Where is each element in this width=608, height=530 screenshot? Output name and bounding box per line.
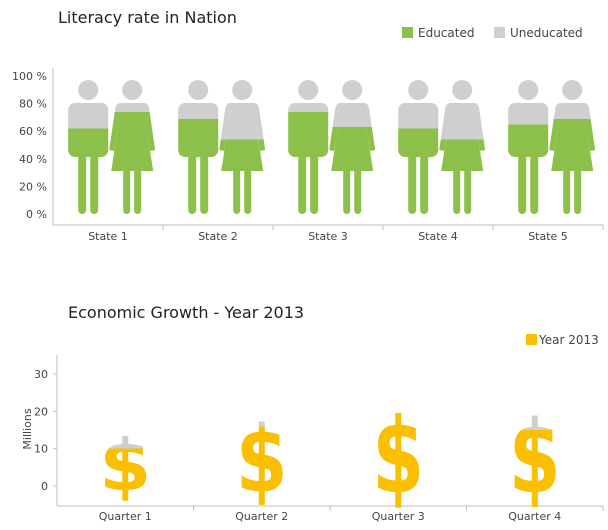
x-axis: State 1 State 2 State 3 State 4 State 5 [88, 225, 604, 243]
x-tick-label: State 2 [198, 230, 238, 243]
legend-label-educated: Educated [418, 26, 474, 40]
chart-title: Economic Growth - Year 2013 [68, 303, 304, 322]
y-tick-label: 10 [34, 443, 48, 456]
y-tick-label: 30 [34, 368, 48, 381]
male-figure [508, 80, 549, 214]
x-axis: Quarter 1 Quarter 2 Quarter 3 Quarter 4 [99, 506, 604, 523]
x-tick-label: State 4 [418, 230, 458, 243]
legend-swatch-year-2013 [526, 334, 537, 345]
dollar-icon: $ [509, 399, 561, 516]
x-tick-label: State 1 [88, 230, 128, 243]
male-figure [398, 80, 439, 214]
economic-growth-chart: Economic Growth - Year 2013 Year 2013 Mi… [21, 303, 604, 523]
legend-label-year-2013: Year 2013 [538, 333, 599, 347]
legend-swatch-uneducated [494, 27, 505, 38]
y-tick-label: 20 % [19, 180, 47, 193]
x-tick-label: State 5 [528, 230, 568, 243]
chart-title: Literacy rate in Nation [58, 8, 237, 27]
plot-area [68, 80, 596, 214]
male-figure [178, 80, 219, 214]
x-tick-label: State 3 [308, 230, 348, 243]
female-figure [219, 80, 266, 214]
literacy-chart: Literacy rate in Nation Educated Uneduca… [12, 8, 604, 243]
y-tick-label: 40 % [19, 153, 47, 166]
y-axis-label: Millions [21, 408, 34, 449]
y-tick-label: 20 [34, 405, 48, 418]
female-figure [439, 80, 486, 214]
x-tick-label: Quarter 3 [372, 510, 425, 523]
y-axis: 0 10 20 30 [34, 355, 603, 507]
y-tick-label: 80 % [19, 98, 47, 111]
female-figure [549, 80, 596, 214]
male-figure [288, 80, 329, 214]
dollar-icon: $ [236, 407, 288, 514]
legend-swatch-educated [402, 27, 413, 38]
y-tick-label: 60 % [19, 125, 47, 138]
dollar-icon: $ [372, 395, 424, 517]
female-figure [329, 80, 376, 214]
male-figure [68, 80, 109, 214]
legend-label-uneducated: Uneducated [510, 26, 583, 40]
y-tick-label: 0 % [26, 208, 47, 221]
female-figure [109, 80, 156, 214]
dollar-icon: $ [99, 424, 151, 507]
plot-area: $ $ $ $ [99, 395, 561, 517]
y-tick-label: 0 [41, 480, 48, 493]
y-axis: 0 % 20 % 40 % 60 % 80 % 100 % [12, 68, 603, 226]
y-tick-label: 100 % [12, 70, 47, 83]
x-tick-label: Quarter 2 [235, 510, 288, 523]
x-tick-label: Quarter 4 [508, 510, 561, 523]
x-tick-label: Quarter 1 [99, 510, 152, 523]
